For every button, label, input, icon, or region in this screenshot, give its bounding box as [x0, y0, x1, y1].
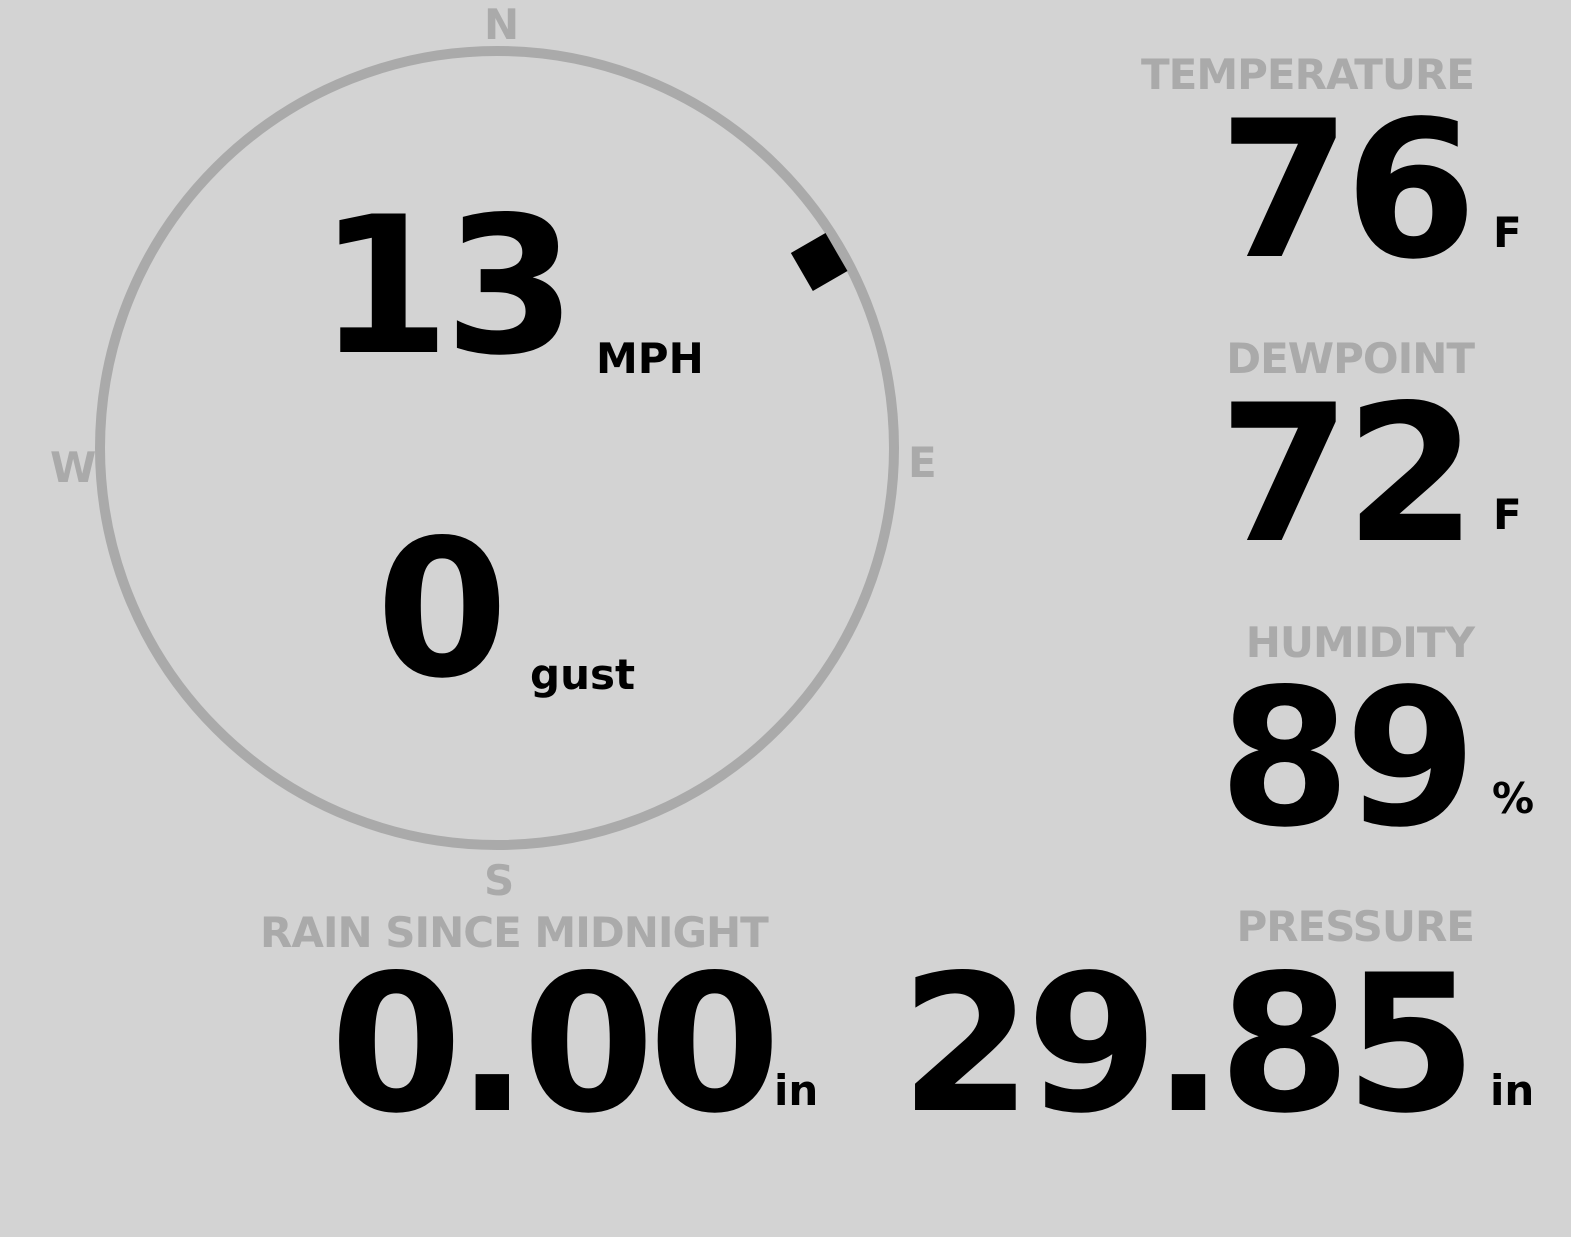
compass-n-label: N: [484, 0, 520, 49]
compass-ring: [95, 46, 899, 850]
wind-speed-value: 13: [318, 176, 576, 397]
pressure-value: 29.85: [900, 934, 1477, 1155]
dewpoint-unit: F: [1493, 490, 1522, 539]
pressure-label: PRESSURE: [1236, 902, 1475, 951]
temperature-value: 76: [1218, 80, 1477, 301]
compass-w-label: W: [50, 443, 97, 492]
humidity-unit: %: [1492, 774, 1535, 823]
compass-e-label: E: [908, 438, 937, 487]
rain-label: RAIN SINCE MIDNIGHT: [260, 908, 769, 957]
wind-direction-marker: [790, 232, 848, 292]
temperature-label: TEMPERATURE: [1141, 50, 1475, 99]
rain-value: 0.00: [330, 934, 781, 1155]
pressure-unit: in: [1490, 1066, 1535, 1115]
wind-gust-value: 0: [376, 499, 508, 720]
humidity-label: HUMIDITY: [1245, 618, 1475, 667]
rain-unit: in: [774, 1066, 819, 1115]
humidity-value: 89: [1218, 648, 1477, 869]
wind-gust-unit: gust: [530, 650, 636, 699]
dewpoint-value: 72: [1218, 364, 1477, 585]
temperature-unit: F: [1493, 208, 1522, 257]
dewpoint-label: DEWPOINT: [1226, 334, 1475, 383]
compass-s-label: S: [484, 856, 515, 905]
wind-speed-unit: MPH: [596, 334, 704, 383]
